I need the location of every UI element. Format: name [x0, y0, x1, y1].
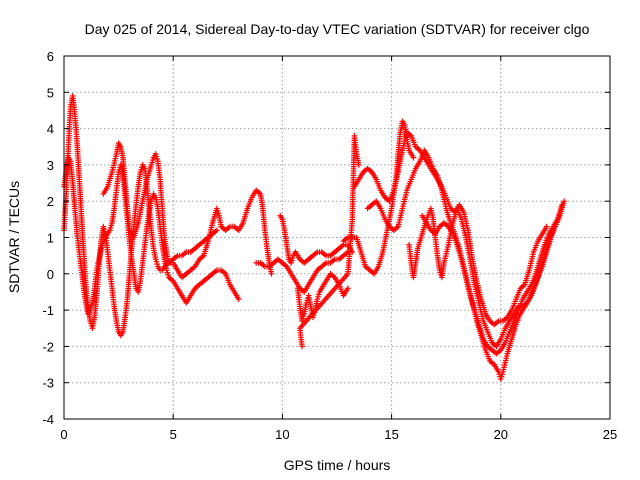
x-tick-label: 25 [603, 427, 617, 442]
y-tick-label: 6 [47, 49, 54, 64]
tick-labels: 0 5 10 15 20 25 -4 -3 -2 -1 0 1 2 3 4 5 6 [42, 49, 617, 442]
y-tick-label: 2 [47, 194, 54, 209]
y-tick-label: 5 [47, 85, 54, 100]
data-point [345, 285, 351, 292]
y-tick-label: -1 [42, 303, 54, 318]
y-tick-label: 3 [47, 158, 54, 173]
series-group [297, 133, 362, 350]
data-point [268, 271, 275, 277]
x-tick-label: 5 [170, 427, 177, 442]
y-tick-label: -3 [42, 376, 54, 391]
x-tick-label: 20 [494, 427, 508, 442]
axis-ticks [63, 55, 611, 420]
data-point [410, 154, 417, 161]
data-point [559, 202, 565, 208]
y-tick-label: 1 [47, 231, 54, 246]
y-tick-label: 4 [47, 122, 54, 137]
y-tick-label: 0 [47, 267, 54, 282]
x-axis-label: GPS time / hours [284, 457, 391, 473]
data-point [356, 162, 362, 168]
x-tick-label: 10 [275, 427, 289, 442]
series-group [406, 205, 557, 350]
series-group [419, 202, 565, 357]
chart-title: Day 025 of 2014, Sidereal Day-to-day VTE… [85, 21, 590, 37]
x-tick-label: 0 [60, 427, 67, 442]
data-point [561, 198, 567, 204]
series-group [100, 140, 275, 281]
y-tick-label: -2 [42, 339, 54, 354]
grid-lines [64, 56, 610, 419]
data-point [235, 296, 242, 303]
y-axis-label: SDTVAR / TECUs [6, 181, 22, 293]
x-tick-label: 15 [384, 427, 398, 442]
data-point [543, 223, 550, 230]
y-tick-label: -4 [42, 412, 54, 427]
data-point [214, 227, 220, 234]
data-point [550, 227, 557, 234]
data-marks [61, 93, 567, 382]
